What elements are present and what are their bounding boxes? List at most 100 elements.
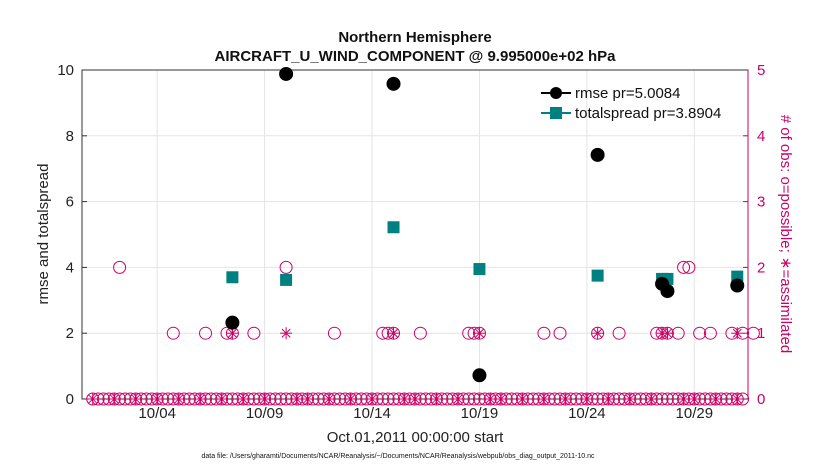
- obs-assimilated-marker: [215, 393, 228, 405]
- obs-assimilated-marker: [661, 327, 674, 340]
- obs-possible-marker: [537, 326, 551, 340]
- totalspread-point: [280, 273, 293, 286]
- rmse-point: [386, 76, 401, 91]
- obs-assimilated-marker: [484, 393, 497, 405]
- obs-assimilated-marker: [323, 393, 336, 405]
- asterisk-stroke: [388, 328, 399, 338]
- obs-possible-marker: [247, 326, 261, 340]
- asterisk-stroke: [678, 394, 689, 404]
- legend-spread-marker: [550, 107, 562, 119]
- obs-possible-marker: [113, 260, 127, 274]
- x-tick-label: 10/04: [138, 405, 176, 422]
- obs-assimilated-marker: [258, 393, 271, 405]
- totalspread-point: [226, 271, 239, 284]
- obs-assimilated-marker: [731, 327, 744, 340]
- series-markers: [225, 66, 745, 383]
- obs-count-markers: [86, 260, 760, 406]
- obs-assimilated-marker: [731, 393, 744, 405]
- asterisk-stroke: [539, 394, 549, 404]
- obs-assimilated-marker: [226, 327, 239, 340]
- asterisk-stroke: [303, 394, 313, 404]
- obs-possible-marker: [660, 392, 674, 406]
- y-right-tick-label: 2: [757, 259, 765, 276]
- y-tick-label: 6: [66, 194, 74, 211]
- asterisk-stroke: [646, 394, 656, 404]
- obs-possible-marker: [381, 392, 395, 406]
- y-tick-label: 0: [66, 391, 74, 408]
- obs-possible-marker: [467, 392, 481, 406]
- x-tick-label: 10/29: [676, 405, 714, 422]
- asterisk-stroke: [281, 328, 291, 338]
- obs-assimilated-marker: [537, 393, 550, 405]
- plot-area: [82, 70, 748, 399]
- asterisk-stroke: [227, 328, 237, 338]
- asterisk-stroke: [662, 328, 672, 338]
- totalspread-point: [387, 221, 400, 234]
- asterisk-stroke: [399, 394, 409, 404]
- obs-possible-marker: [553, 326, 567, 340]
- asterisk-stroke: [689, 394, 699, 404]
- asterisk-stroke: [603, 394, 613, 404]
- obs-assimilated-marker: [580, 393, 593, 405]
- obs-assimilated-marker: [645, 393, 658, 405]
- obs-possible-marker: [693, 326, 707, 340]
- rmse-point: [730, 278, 745, 293]
- obs-assimilated-marker: [430, 393, 443, 405]
- obs-assimilated-marker: [129, 393, 142, 405]
- asterisk-stroke: [582, 394, 592, 404]
- legend: rmse pr=5.0084 totalspread pr=3.8904: [541, 85, 721, 122]
- obs-assimilated-marker: [86, 393, 99, 405]
- x-tick-label: 10/19: [461, 405, 499, 422]
- asterisk-stroke: [732, 394, 742, 404]
- obs-assimilated-marker: [172, 393, 185, 405]
- obs-assimilated-marker: [709, 393, 722, 405]
- asterisk-stroke: [453, 394, 463, 404]
- obs-possible-marker: [413, 326, 427, 340]
- asterisk-stroke: [195, 394, 205, 404]
- obs-assimilated-marker: [409, 393, 421, 405]
- y-tick-label: 4: [66, 259, 74, 276]
- obs-assimilated-marker: [301, 393, 314, 405]
- obs-assimilated-marker: [602, 393, 615, 405]
- obs-possible-marker: [327, 326, 341, 340]
- asterisk-stroke: [109, 394, 119, 404]
- obs-assimilated-marker: [516, 393, 529, 405]
- asterisk-stroke: [410, 394, 420, 404]
- obs-possible-marker: [682, 260, 696, 274]
- obs-assimilated-marker: [387, 327, 400, 340]
- asterisk-stroke: [485, 394, 495, 404]
- rmse-point: [590, 147, 605, 162]
- obs-assimilated-marker: [237, 393, 250, 405]
- obs-possible-marker: [677, 260, 691, 274]
- y-tick-label: 10: [57, 62, 74, 79]
- y-right-tick-label: 0: [757, 391, 765, 408]
- obs-assimilated-marker: [494, 393, 507, 405]
- asterisk-stroke: [593, 328, 603, 338]
- obs-possible-marker: [274, 392, 288, 406]
- y-right-tick-label: 4: [757, 128, 765, 145]
- x-tick-label: 10/24: [568, 405, 606, 422]
- asterisk-stroke: [345, 394, 356, 404]
- asterisk-stroke: [732, 328, 742, 338]
- obs-assimilated-marker: [108, 393, 121, 405]
- asterisk-stroke: [496, 394, 506, 404]
- asterisk-stroke: [292, 394, 302, 404]
- legend-rmse-marker: [550, 87, 562, 99]
- obs-possible-marker: [612, 326, 626, 340]
- y-tick-label: 2: [66, 325, 74, 342]
- chart-subtitle: AIRCRAFT_U_WIND_COMPONENT @ 9.995000e+02…: [215, 48, 617, 65]
- obs-possible-marker: [703, 326, 717, 340]
- y-right-tick-label: 5: [757, 62, 765, 79]
- asterisk-stroke: [174, 394, 184, 404]
- rmse-point: [279, 66, 294, 81]
- asterisk-stroke: [260, 394, 270, 404]
- obs-assimilated-marker: [559, 393, 572, 405]
- totalspread-point: [591, 269, 604, 282]
- asterisk-stroke: [625, 394, 635, 404]
- axis-ticks: 10/04 10/09 10/14 10/19 10/24 10/29 0 2 4 6 8 10 0 1 2…: [57, 62, 765, 422]
- asterisk-stroke: [238, 394, 248, 404]
- obs-assimilated-marker: [344, 393, 357, 405]
- obs-assimilated-marker: [451, 393, 464, 405]
- obs-assimilated-marker: [677, 393, 690, 405]
- x-tick-label: 10/14: [353, 405, 391, 422]
